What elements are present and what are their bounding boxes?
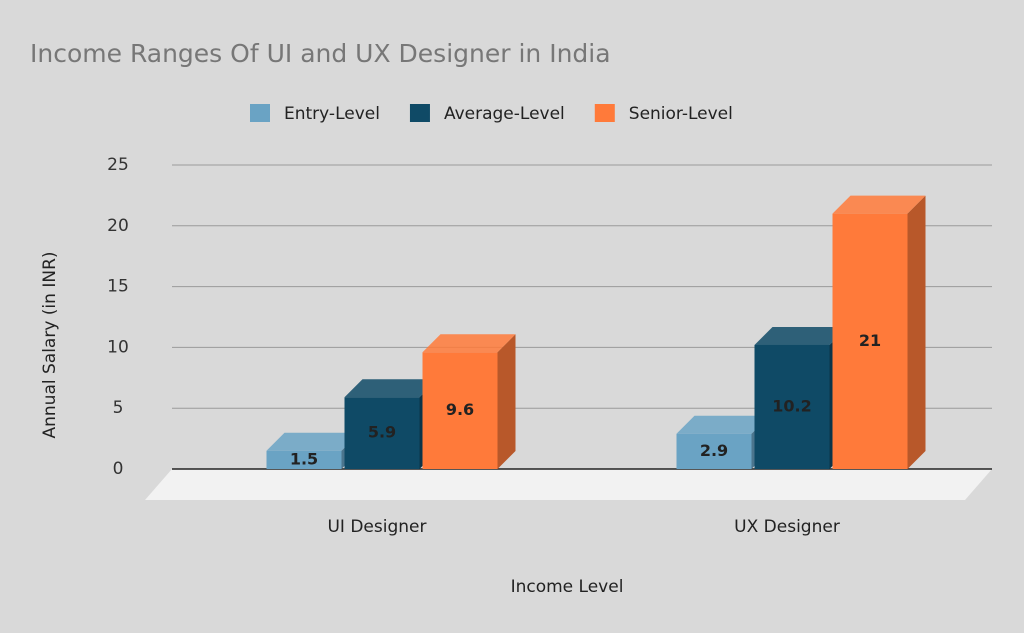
x-tick-label: UX Designer: [734, 517, 840, 537]
bar-top: [832, 195, 926, 214]
bar-top: [754, 326, 848, 345]
value-label: 5.9: [368, 423, 396, 442]
x-axis-label: Income Level: [511, 577, 624, 597]
bar: [754, 344, 830, 469]
y-tick-label: 5: [113, 398, 124, 418]
y-axis-label: Annual Salary (in INR): [40, 251, 60, 438]
value-label: 2.9: [700, 441, 728, 460]
value-label: 21: [859, 331, 881, 350]
value-label: 9.6: [446, 400, 474, 419]
bar-top: [344, 379, 438, 398]
bar: [422, 352, 498, 469]
bar: [266, 450, 342, 469]
legend-swatch: [409, 104, 430, 122]
bar-top: [266, 432, 360, 451]
bar-side: [907, 195, 926, 469]
y-tick-label: 25: [107, 155, 129, 175]
chart-title: Income Ranges Of UI and UX Designer in I…: [30, 39, 611, 68]
legend-label: Entry-Level: [284, 104, 380, 124]
bar-top: [676, 415, 770, 434]
y-tick-label: 10: [107, 337, 129, 357]
bar: [676, 433, 752, 469]
floor: [145, 469, 992, 500]
y-tick-label: 20: [107, 216, 129, 236]
y-tick-label: 0: [113, 459, 124, 479]
bar: [832, 213, 908, 469]
value-label: 10.2: [772, 396, 811, 415]
bar-top: [422, 334, 516, 353]
legend-swatch: [250, 104, 270, 122]
legend-label: Senior-Level: [629, 104, 733, 124]
bar: [344, 397, 420, 469]
x-tick-label: UI Designer: [327, 517, 426, 537]
y-tick-label: 15: [107, 277, 129, 297]
legend-swatch: [594, 104, 615, 122]
bar-side: [497, 334, 516, 469]
value-label: 1.5: [290, 449, 318, 468]
legend-label: Average-Level: [444, 104, 565, 124]
